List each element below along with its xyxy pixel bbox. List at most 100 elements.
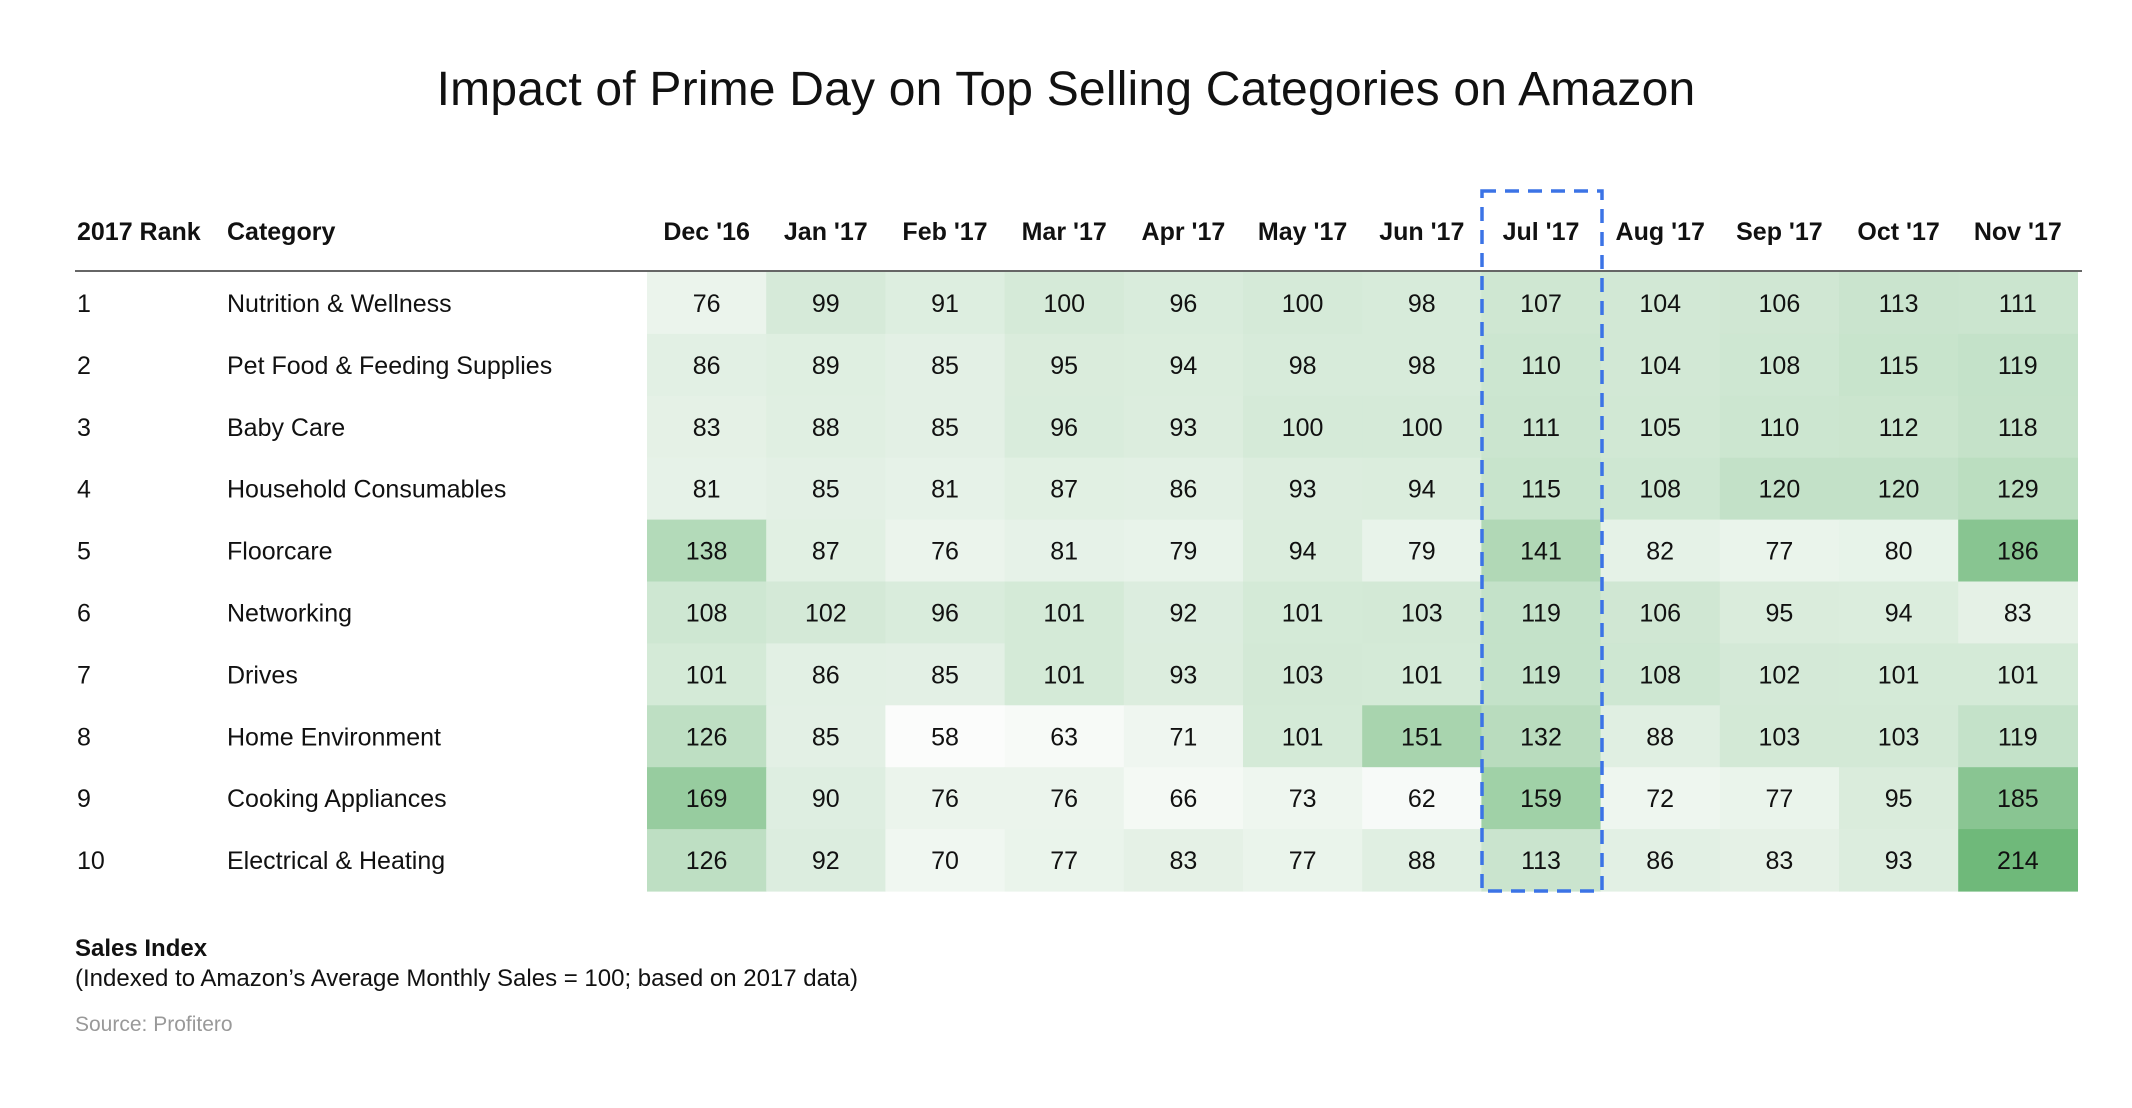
heatmap-cell	[766, 581, 886, 644]
cell-value: 77	[1050, 847, 1078, 875]
cell-value: 151	[1401, 723, 1443, 751]
cell-value: 83	[1169, 847, 1197, 875]
cell-value: 107	[1520, 290, 1562, 318]
heatmap-cell	[766, 395, 886, 459]
heatmap-cell	[1243, 333, 1363, 397]
heatmap-cell	[1243, 272, 1363, 335]
heatmap-cell	[1243, 705, 1363, 768]
cell-value: 120	[1878, 476, 1920, 504]
cell-value: 83	[2004, 599, 2032, 627]
cell-value: 72	[1646, 785, 1674, 813]
heatmap-cell	[766, 333, 886, 397]
cell-value: 101	[1878, 661, 1920, 689]
heatmap-cell	[1600, 272, 1721, 335]
heatmap-cell	[1481, 829, 1602, 892]
month-header-dec-16: Dec '16	[663, 218, 750, 246]
cell-value: 115	[1521, 476, 1561, 504]
heatmap-cell	[885, 581, 1006, 644]
cell-value: 118	[1998, 414, 2038, 442]
cell-value: 95	[1885, 785, 1913, 813]
month-header-jun-17: Jun '17	[1379, 218, 1464, 246]
cell-value: 101	[1282, 723, 1324, 751]
heatmap-cell	[1839, 705, 1959, 768]
cell-value: 91	[931, 290, 959, 318]
cell-value: 101	[1043, 661, 1085, 689]
cell-value: 95	[1050, 352, 1078, 380]
month-header-jan-17: Jan '17	[784, 218, 868, 246]
heatmap-cell	[1958, 767, 2078, 830]
heatmap-cell	[1958, 705, 2078, 768]
rank-label: 3	[77, 414, 91, 442]
cell-value: 119	[1998, 723, 2038, 751]
month-header-feb-17: Feb '17	[902, 218, 987, 246]
cell-value: 86	[693, 352, 721, 380]
cell-value: 101	[1997, 661, 2039, 689]
heatmap-cell	[1719, 272, 1840, 335]
rank-label: 10	[77, 847, 105, 875]
heatmap-cell	[885, 519, 1006, 583]
rank-label: 8	[77, 723, 91, 751]
rank-label: 4	[77, 476, 91, 504]
heatmap-cell	[766, 705, 886, 768]
cell-value: 119	[1521, 661, 1561, 689]
heatmap-cell	[1481, 519, 1602, 583]
month-header-jul-17: Jul '17	[1503, 218, 1580, 246]
cell-value: 100	[1043, 290, 1085, 318]
rank-label: 9	[77, 785, 91, 813]
heatmap-cell	[647, 705, 767, 768]
heatmap-cell	[1719, 581, 1840, 644]
cell-value: 129	[1997, 476, 2039, 504]
rank-header: 2017 Rank	[77, 218, 201, 246]
heatmap-cell	[1839, 333, 1959, 397]
cell-value: 115	[1879, 352, 1919, 380]
cell-value: 101	[1282, 599, 1324, 627]
heatmap-cell	[1958, 272, 2078, 335]
category-label: Household Consumables	[227, 476, 506, 504]
heatmap-cell	[1004, 705, 1125, 768]
heatmap-cell	[1958, 457, 2078, 521]
cell-value: 110	[1521, 352, 1561, 380]
heatmap-cell	[1243, 395, 1363, 459]
cell-value: 126	[686, 847, 728, 875]
highlight-box	[1480, 189, 1604, 893]
cell-value: 96	[931, 599, 959, 627]
heatmap-cell	[647, 333, 767, 397]
source-note: Source: Profitero	[75, 1013, 233, 1036]
cell-value: 77	[1765, 785, 1793, 813]
cell-value: 214	[1997, 847, 2039, 875]
cell-value: 105	[1639, 414, 1681, 442]
heatmap-cell	[1719, 767, 1840, 830]
heatmap-cell	[1481, 581, 1602, 644]
heatmap-cell	[885, 333, 1006, 397]
cell-value: 93	[1169, 414, 1197, 442]
heatmap-cell	[1839, 395, 1959, 459]
cell-value: 88	[1646, 723, 1674, 751]
cell-value: 112	[1879, 414, 1919, 442]
heatmap-cell	[1719, 395, 1840, 459]
heatmap-cell	[1123, 272, 1244, 335]
cell-value: 106	[1759, 290, 1801, 318]
cell-value: 185	[1997, 785, 2039, 813]
cell-value: 82	[1646, 538, 1674, 566]
heatmap-cell	[1004, 519, 1125, 583]
category-label: Electrical & Heating	[227, 847, 445, 875]
cell-value: 98	[1289, 352, 1317, 380]
heatmap-cells: 76 99 91 100 96 100 98 107 104 106 113 111 86 89 85 95 9…	[647, 272, 2078, 892]
heatmap-cell	[1362, 519, 1482, 583]
cell-value: 94	[1169, 352, 1197, 380]
cell-value: 99	[812, 290, 840, 318]
heatmap-cell	[1600, 581, 1721, 644]
cell-value: 76	[1050, 785, 1078, 813]
rank-label: 5	[77, 538, 91, 566]
rank-label: 2	[77, 352, 91, 380]
heatmap-cell	[885, 457, 1006, 521]
cell-value: 86	[1646, 847, 1674, 875]
heatmap-cell	[1362, 705, 1482, 768]
heatmap-cell	[1243, 581, 1363, 644]
cell-value: 108	[686, 599, 728, 627]
heatmap-cell	[1839, 581, 1959, 644]
heatmap-cell	[1958, 829, 2078, 892]
cell-value: 94	[1289, 538, 1317, 566]
cell-value: 113	[1521, 847, 1561, 875]
